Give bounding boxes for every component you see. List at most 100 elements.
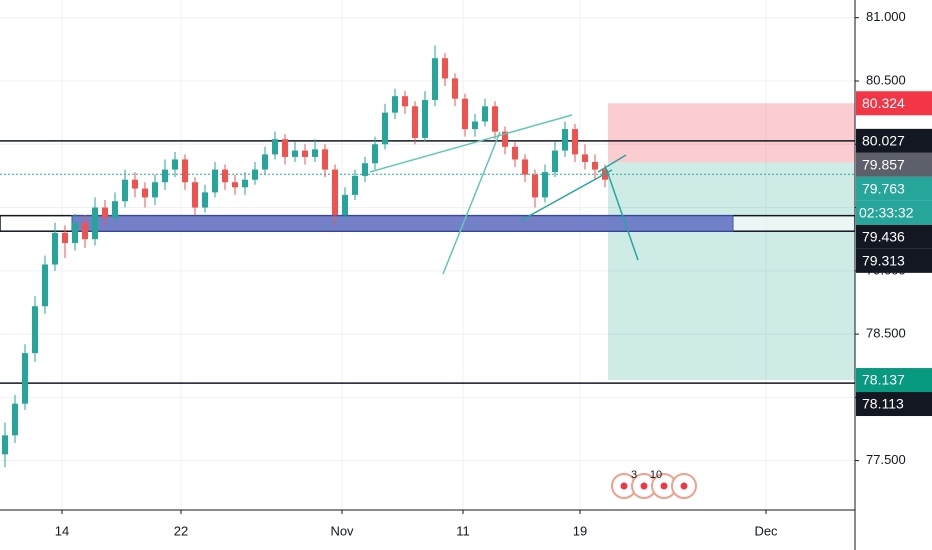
trend-line [519, 169, 613, 222]
candle-body [342, 194, 348, 216]
candle-body [272, 139, 278, 155]
candle-body [432, 58, 438, 100]
candle-body [92, 207, 98, 240]
candle-body [142, 188, 148, 198]
candle-body [442, 58, 448, 79]
candle-body [492, 106, 498, 132]
grid [0, 0, 855, 510]
candle-body [52, 232, 58, 265]
candle-body [2, 435, 8, 455]
candle-body [252, 169, 258, 180]
drawings [0, 103, 856, 384]
trend-line [369, 114, 573, 173]
price-label: 80.027 [862, 133, 905, 149]
trend-lines [369, 114, 639, 275]
candle-body [32, 306, 38, 354]
candle-body [422, 99, 428, 138]
candle-body [592, 161, 598, 170]
x-tick-label: 14 [55, 523, 69, 538]
y-tick-label: 80.500 [866, 72, 906, 87]
candle-body [522, 159, 528, 175]
candle-body [542, 172, 548, 198]
candle-body [152, 182, 158, 198]
candle-body [22, 353, 28, 404]
candle-body [582, 154, 588, 162]
badge-dot [660, 482, 668, 490]
price-label-bg [856, 392, 932, 417]
candle-body [72, 222, 78, 243]
candle-body [232, 182, 238, 188]
price-label-bg [856, 368, 932, 393]
candle-body [42, 264, 48, 307]
candle-body [242, 179, 248, 188]
y-tick-label: 77.500 [866, 452, 906, 467]
candle-body [12, 403, 18, 436]
candle-body [482, 106, 488, 122]
candle-body [372, 144, 378, 164]
candle-body [82, 222, 88, 240]
candle-body [262, 154, 268, 170]
candle-body [552, 150, 558, 173]
candle-body [182, 159, 188, 183]
badge-count: 3 [631, 469, 637, 481]
trend-line [605, 167, 639, 261]
x-tick-label: Dec [754, 523, 778, 538]
candle-body [102, 207, 108, 218]
timer-bg [856, 200, 932, 225]
price-label: 79.763 [862, 181, 905, 197]
candle-body [212, 169, 218, 193]
trend-line [442, 131, 501, 275]
price-label: 79.313 [862, 253, 905, 269]
price-label: 78.113 [862, 396, 904, 412]
x-tick-label: 11 [456, 523, 470, 538]
candle-body [202, 192, 208, 208]
time-axis-bg [0, 510, 855, 550]
candle-body [122, 179, 128, 202]
countdown: 02:33:32 [859, 205, 914, 221]
x-tick-label: 22 [174, 523, 188, 538]
stop-area [608, 103, 855, 163]
price-label: 78.137 [862, 372, 905, 388]
price-label-bg [856, 176, 932, 201]
price-label-bg [856, 152, 932, 177]
event-badges[interactable]: 3 10 [611, 469, 697, 499]
candle-body [562, 129, 568, 151]
candle-body [502, 131, 508, 147]
candle-body [402, 96, 408, 107]
price-label: 79.857 [862, 157, 905, 173]
x-tick-label: 19 [573, 523, 587, 538]
price-label: 80.324 [862, 95, 905, 111]
candle-body [172, 159, 178, 170]
candle-body [392, 96, 398, 113]
badge-count: 10 [650, 469, 662, 481]
candle-body [192, 182, 198, 208]
candle-body [532, 174, 538, 198]
candle-body [572, 129, 578, 155]
candle-body [282, 139, 288, 157]
candle-body [62, 232, 68, 243]
candle-body [312, 149, 318, 157]
y-tick-label: 81.000 [866, 9, 906, 24]
x-tick-label: Nov [330, 523, 354, 538]
price-label-bg [856, 248, 932, 273]
candle-body [412, 106, 418, 138]
zone [71, 215, 734, 232]
price-label-bg [856, 91, 932, 116]
candle-body [352, 175, 358, 195]
candle-body [462, 98, 468, 130]
candle-body [302, 150, 308, 157]
y-tick-label: 78.500 [866, 326, 906, 341]
candle-body [452, 78, 458, 99]
candle-body [222, 169, 228, 183]
badge-dot [640, 482, 648, 490]
badge-dot [680, 482, 688, 490]
price-label-bg [856, 128, 932, 153]
candle-body [132, 179, 138, 189]
candle-body [112, 201, 118, 218]
candle-body [162, 169, 168, 183]
candle-body [472, 121, 478, 130]
trend-line [597, 154, 627, 173]
